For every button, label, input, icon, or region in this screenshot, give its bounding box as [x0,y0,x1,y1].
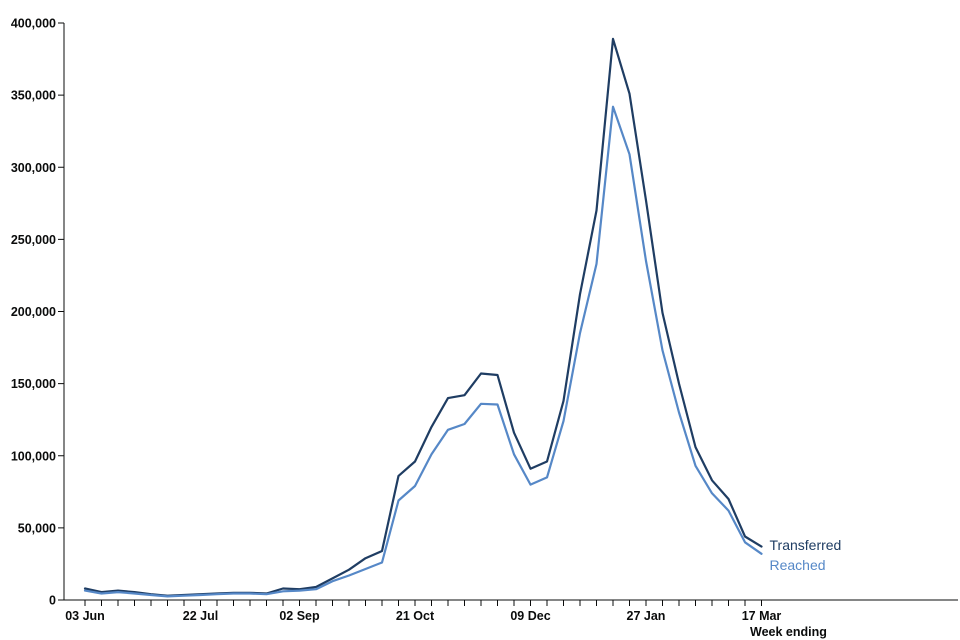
x-tick-label: 09 Dec [510,609,550,623]
x-axis: 03 Jun 22 Jul 02 Sep 21 Oct 09 Dec 27 Jan 17 M… [64,599,958,639]
y-tick-label: 400,000 [11,17,56,31]
y-tick-label: 250,000 [11,233,56,247]
y-tick-label: 50,000 [18,521,56,535]
y-tick-label: 0 [49,594,56,608]
series-label-transferred: Transferred [770,537,842,553]
y-tick-label: 300,000 [11,161,56,175]
x-axis-title: Week ending [750,625,827,639]
series-line-transferred [83,37,763,597]
x-tick-label: 27 Jan [627,609,666,623]
series-label-reached: Reached [770,557,826,573]
series-group [83,37,763,598]
y-tick-label: 350,000 [11,89,56,103]
x-tick-label: 22 Jul [183,609,218,623]
x-tick-label: 17 Mar [742,609,782,623]
y-tick-label: 100,000 [11,449,56,463]
y-axis: 0 50,000 100,000 150,000 200,000 250,000 300,0… [11,17,65,608]
x-tick-label: 02 Sep [279,609,320,623]
y-tick-label: 200,000 [11,305,56,319]
y-tick-label: 150,000 [11,377,56,391]
series-line-reached [83,105,763,598]
x-tick-label: 03 Jun [65,609,105,623]
x-tick-label: 21 Oct [396,609,435,623]
